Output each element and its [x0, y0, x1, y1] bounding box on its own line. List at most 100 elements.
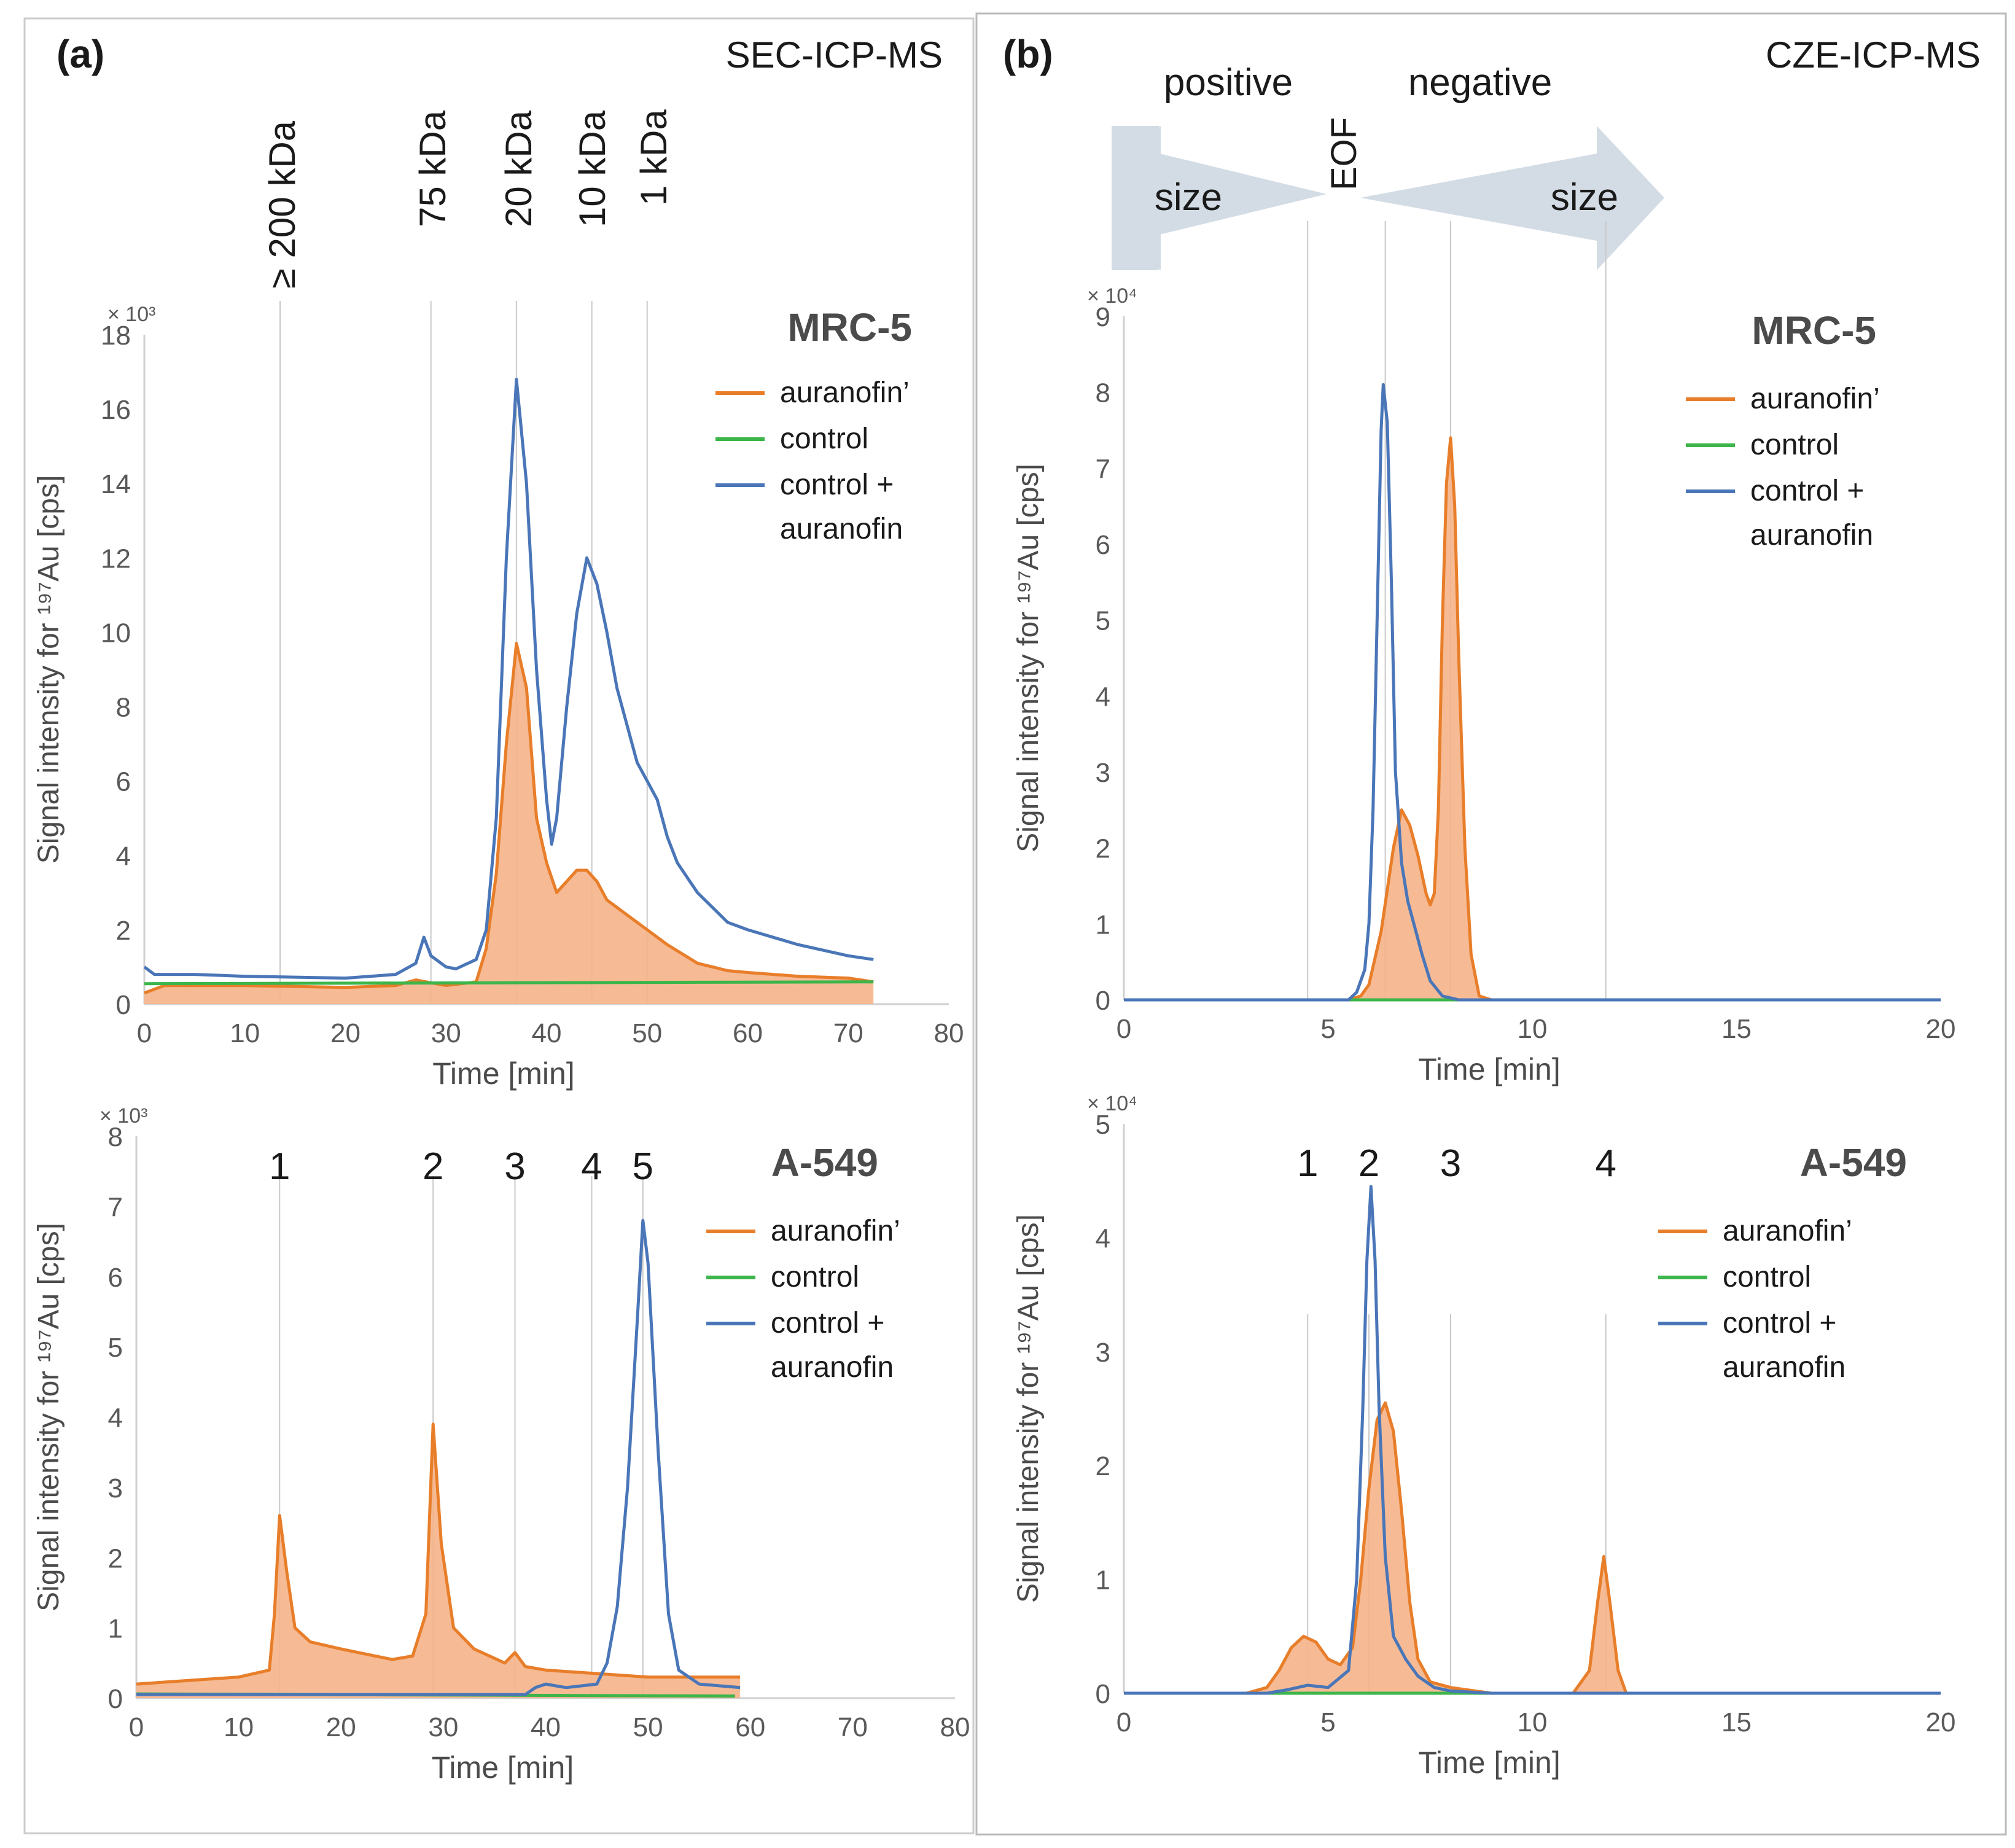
series-line-control [144, 980, 874, 986]
x-tick-label: 80 [940, 1712, 970, 1742]
size-left-label: size [1155, 176, 1222, 219]
x-tick-label: 60 [733, 1018, 763, 1048]
x-tick-label: 30 [428, 1712, 458, 1742]
legend-label-line: auranofin [1750, 519, 1873, 552]
cell-line-title: MRC-5 [787, 305, 912, 349]
y-axis-title: Signal intensity for ¹⁹⁷Au [cps] [33, 475, 65, 864]
legend-label-line: auranofin [1723, 1351, 1845, 1384]
peak-number: 1 [1297, 1142, 1318, 1185]
panel-a-frame [23, 17, 975, 1834]
x-tick-label: 15 [1721, 1707, 1752, 1737]
y-tick-label: 0 [116, 990, 131, 1020]
series-line-control-auranofin [1124, 1185, 1941, 1695]
y-tick-label: 1 [1096, 910, 1110, 940]
eof-label: EOF [1324, 117, 1364, 190]
legend-label: control + auranofin [771, 1307, 894, 1384]
x-tick-label: 20 [326, 1712, 356, 1742]
mw-label: 10 kDa [572, 110, 613, 227]
y-tick-label: 0 [1096, 1679, 1110, 1709]
y-tick-label: 8 [1096, 378, 1110, 408]
peak-number: 3 [504, 1145, 525, 1188]
x-tick-label: 20 [1926, 1707, 1956, 1737]
y-tick-label: 4 [108, 1403, 123, 1433]
legend-label-line: auranofin [780, 513, 903, 545]
x-tick-label: 80 [934, 1018, 964, 1048]
x-tick-label: 40 [532, 1018, 562, 1048]
y-axis-title: Signal intensity for ¹⁹⁷Au [cps] [1012, 464, 1045, 852]
negative-label: negative [1408, 61, 1552, 104]
x-tick-label: 10 [224, 1712, 254, 1742]
y-tick-label: 16 [101, 395, 131, 425]
peak-number: 3 [1440, 1142, 1461, 1185]
x-tick-label: 10 [230, 1018, 260, 1048]
legend-label-line: control + [1750, 475, 1864, 507]
series-line-auranofin- [1124, 1401, 1941, 1695]
method-a-label: SEC-ICP-MS [726, 34, 943, 76]
panel-b-label: (b) [1003, 32, 1053, 76]
x-tick-label: 30 [431, 1018, 461, 1048]
cell-line-title: A-549 [771, 1140, 878, 1185]
series-line-auranofin- [144, 642, 874, 995]
series-line-auranofin- [1124, 436, 1941, 1002]
cell-line-title: MRC-5 [1752, 308, 1876, 353]
axis-multiplier: × 10⁴ [1087, 284, 1137, 308]
legend-label: control [1723, 1261, 1811, 1293]
peak-number: 4 [581, 1145, 602, 1188]
x-tick-label: 50 [632, 1018, 662, 1048]
y-tick-label: 4 [116, 841, 131, 871]
x-tick-label: 20 [330, 1018, 361, 1048]
legend-label: auranofin’ [1750, 383, 1880, 415]
x-tick-label: 70 [833, 1018, 863, 1048]
y-tick-label: 6 [108, 1263, 123, 1293]
y-tick-label: 3 [1096, 1338, 1110, 1368]
peak-number: 2 [1358, 1142, 1379, 1185]
left-arrow-head [1113, 126, 1161, 270]
method-b-label: CZE-ICP-MS [1766, 34, 1981, 76]
legend-label: control + auranofin [1750, 475, 1873, 552]
legend-label: control + auranofin [780, 469, 903, 545]
mw-label: 75 kDa [412, 110, 453, 227]
series-line-control-auranofin [136, 1218, 741, 1696]
series-area-auranofin- [136, 1424, 741, 1698]
x-axis-title: Time [min] [1418, 1745, 1561, 1780]
x-tick-label: 0 [1117, 1014, 1131, 1044]
y-tick-label: 18 [101, 321, 131, 351]
y-tick-label: 2 [1096, 834, 1110, 864]
x-tick-label: 10 [1518, 1707, 1548, 1737]
x-tick-label: 5 [1320, 1707, 1335, 1737]
y-tick-label: 0 [1096, 986, 1110, 1016]
x-tick-label: 50 [633, 1712, 663, 1742]
y-tick-label: 3 [108, 1473, 123, 1503]
y-tick-label: 14 [101, 469, 131, 499]
x-tick-label: 40 [531, 1712, 561, 1742]
size-right-label: size [1551, 176, 1618, 219]
legend-label: auranofin’ [1723, 1215, 1852, 1247]
legend-label: control [771, 1261, 859, 1293]
x-axis-title: Time [min] [1418, 1052, 1561, 1086]
legend-label: control [780, 423, 868, 455]
y-tick-label: 4 [1096, 1223, 1110, 1253]
series-line-control-auranofin [143, 378, 874, 980]
x-axis-title: Time [min] [432, 1750, 574, 1785]
peak-number: 4 [1595, 1142, 1616, 1185]
x-axis-title: Time [min] [432, 1056, 575, 1091]
series-line-control-auranofin [1124, 383, 1941, 1002]
y-axis-title: Signal intensity for ¹⁹⁷Au [cps] [33, 1223, 65, 1612]
legend-label: auranofin’ [780, 376, 910, 409]
axis-multiplier: × 10⁴ [1087, 1092, 1137, 1115]
y-tick-label: 5 [1096, 606, 1110, 636]
x-tick-label: 60 [735, 1712, 765, 1742]
panel-b-frame [975, 12, 2007, 1836]
legend-label-line: control + [1723, 1307, 1836, 1339]
x-tick-label: 0 [137, 1018, 152, 1048]
panel-a-label: (a) [57, 32, 104, 76]
legend-label-line: auranofin [771, 1351, 894, 1384]
y-tick-label: 6 [116, 767, 131, 797]
x-tick-label: 0 [1117, 1707, 1131, 1737]
x-tick-label: 20 [1926, 1014, 1956, 1044]
y-tick-label: 10 [101, 618, 131, 648]
series-area-auranofin- [1124, 1403, 1941, 1693]
